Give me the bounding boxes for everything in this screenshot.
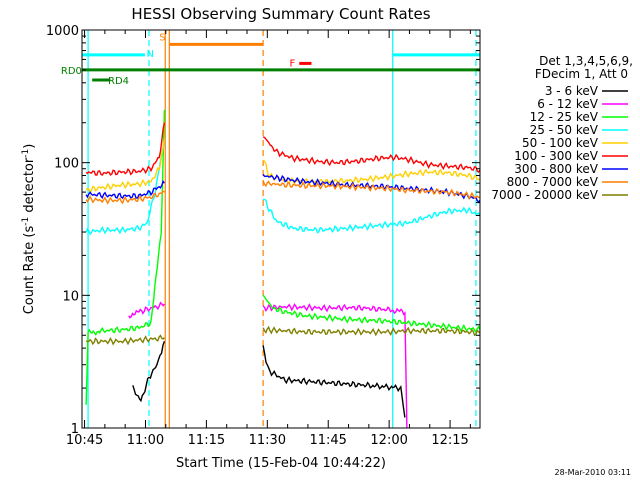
series-line [85,179,165,200]
series-line [85,139,166,194]
legend-label: 12 - 25 keV [530,110,599,124]
legend-item-300-800-kev: 300 - 800 keV [514,162,628,176]
x-tick-label: 11:45 [309,433,346,448]
series-100-300-kev [85,122,481,176]
legend-label: 6 - 12 keV [537,97,599,111]
state-bar-label: N [146,49,153,60]
x-axis-title: Start Time (15-Feb-04 10:44:22) [176,456,386,471]
legend-item-7000-20000-kev: 7000 - 20000 keV [491,188,628,202]
y-axis-title: Count Rate (s-1 detector-1) [21,144,37,315]
series-line [85,334,165,346]
series-800-7000-kev [85,180,481,205]
state-bar-label: RD4 [108,76,129,87]
state-bar-label: RD0 [61,66,82,77]
axes-layer: 10:45 11:00 11:15 11:30 11:45 12:00 12:15 1 10 10… [46,24,480,448]
series-line [85,109,166,405]
legend-item-100-300-kev: 100 - 300 keV [514,149,628,163]
state-bar-f: F [289,58,312,69]
series-line [262,294,481,333]
legend-label: 25 - 50 keV [530,123,599,137]
state-bar-label: F [289,58,295,69]
legend-item-3-6-kev: 3 - 6 keV [545,84,628,98]
series-7000-20000-kev [85,325,481,346]
state-bar-s: S [159,33,264,46]
y-tick-label: 1000 [46,24,79,39]
y-tick-label: 100 [54,157,79,172]
y-axis-title-part: ) [22,144,37,149]
legend-label: 3 - 6 keV [545,84,599,98]
legend-label: 50 - 100 keV [522,136,599,150]
series-line [85,139,166,236]
legend-item-6-12-kev: 6 - 12 keV [537,97,628,111]
state-bar-rd4: RD4 [92,76,129,87]
state-bar-n: N [82,49,480,60]
legend-header-line: Det 1,3,4,5,6,9, [539,54,633,68]
series-line [262,325,481,337]
x-tick-label: 12:15 [431,433,468,448]
y-tick-label: 1 [71,422,79,437]
legend-header-line: FDecim 1, Att 0 [535,67,628,81]
series-line [262,180,481,200]
series-12-25-kev [85,109,481,405]
y-axis-title-part: detector [22,157,37,217]
state-bars-layer: NS F RD0 RD4 [61,33,480,87]
series-line [132,341,166,403]
legend-item-12-25-kev: 12 - 25 keV [530,110,628,124]
footer-date: 28-Mar-2010 03:11 [555,468,632,477]
state-bar-label: S [159,33,165,44]
series-6-12-kev [128,301,408,429]
plot-frame [81,29,481,429]
series-300-800-kev [85,173,481,204]
legend: Det 1,3,4,5,6,9, FDecim 1, Att 0 3 - 6 k… [491,54,633,202]
series-line [262,302,408,429]
series-3-6-kev [132,341,406,418]
legend-item-25-50-kev: 25 - 50 keV [530,123,628,137]
legend-item-50-100-kev: 50 - 100 keV [522,136,628,150]
y-axis-title-superscript: -1 [21,149,31,158]
x-tick-label: 11:30 [249,433,286,448]
x-tick-label: 11:15 [188,433,225,448]
x-tick-label: 11:00 [127,433,164,448]
y-tick-label: 10 [62,289,79,304]
x-tick-label: 12:00 [370,433,407,448]
series-line [262,345,406,418]
series-line [262,173,481,204]
series-lines-layer [85,30,481,429]
state-bar-rd0: RD0 [61,66,480,77]
legend-item-800-7000-kev: 800 - 7000 keV [507,175,628,189]
series-line [128,301,165,319]
series-25-50-kev [85,139,481,236]
series-line [262,136,481,173]
legend-label: 100 - 300 keV [514,149,598,163]
x-tick-label: 10:45 [66,433,103,448]
y-axis-title-superscript: -1 [21,217,31,226]
series-line [262,198,481,234]
legend-label: 300 - 800 keV [514,162,598,176]
chart-title: HESSI Observing Summary Count Rates [131,5,430,23]
y-axis-title-part: Count Rate (s [22,226,37,315]
series-line [85,190,165,205]
legend-label: 7000 - 20000 keV [491,188,598,202]
series-line [85,122,166,176]
legend-label: 800 - 7000 keV [507,175,599,189]
